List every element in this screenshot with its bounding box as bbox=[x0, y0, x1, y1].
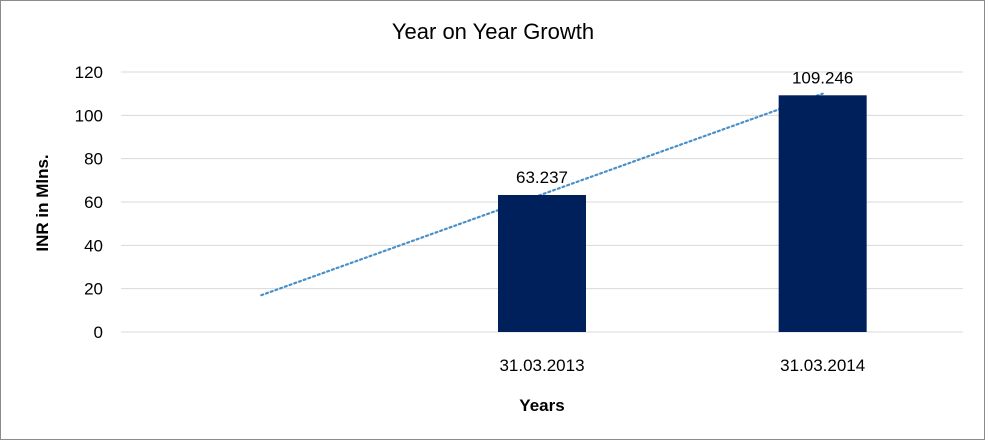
x-axis-ticks: 31.03.2013 31.03.2014 bbox=[499, 356, 865, 375]
y-tick-label: 100 bbox=[75, 106, 103, 125]
x-axis-title: Years bbox=[519, 396, 564, 415]
y-axis-ticks: 0 20 40 60 80 100 120 bbox=[75, 63, 103, 342]
bar-31.03.2013 bbox=[498, 194, 586, 332]
chart-title: Year on Year Growth bbox=[392, 19, 594, 44]
y-axis-title: INR in Mlns. bbox=[33, 154, 52, 251]
x-tick-label: 31.03.2014 bbox=[780, 356, 865, 375]
y-tick-label: 40 bbox=[84, 236, 103, 255]
bar-31.03.2014 bbox=[778, 95, 867, 333]
y-tick-label: 120 bbox=[75, 63, 103, 82]
trendline bbox=[260, 92, 824, 297]
bars bbox=[498, 95, 867, 333]
y-tick-label: 20 bbox=[84, 280, 103, 299]
y-tick-label: 0 bbox=[94, 323, 103, 342]
data-label: 63.237 bbox=[516, 168, 568, 187]
y-tick-label: 60 bbox=[84, 193, 103, 212]
data-label: 109.246 bbox=[792, 68, 853, 87]
trendline-group bbox=[260, 92, 824, 297]
x-tick-label: 31.03.2013 bbox=[499, 356, 584, 375]
y-tick-label: 80 bbox=[84, 150, 103, 169]
data-labels: 63.237 109.246 bbox=[516, 68, 853, 187]
